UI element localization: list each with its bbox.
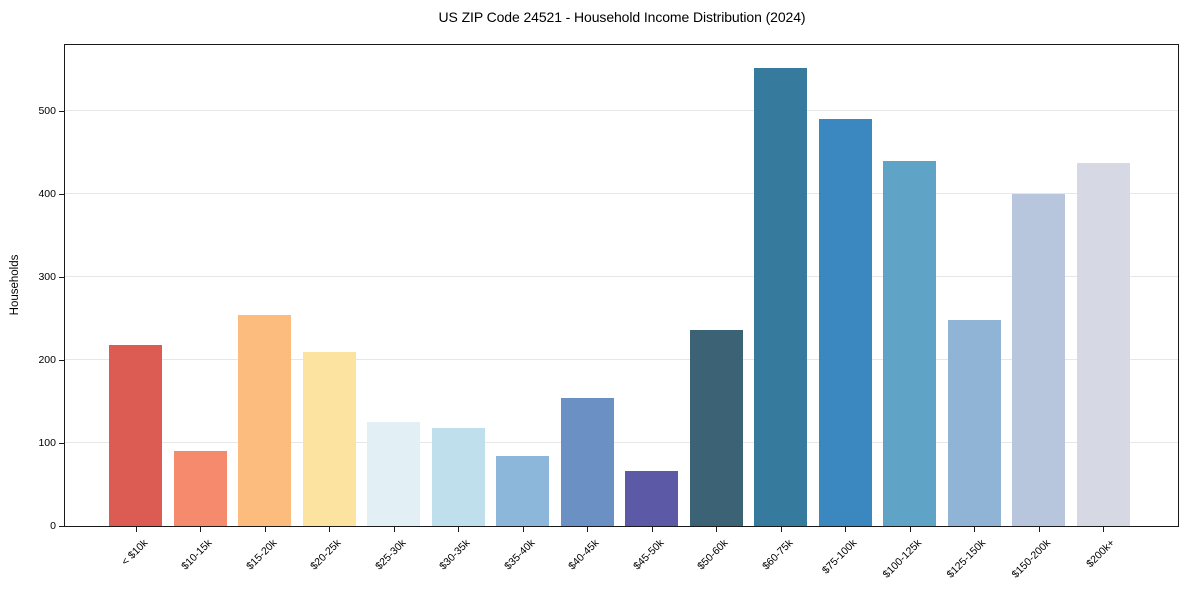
x-tick-mark xyxy=(909,527,911,532)
bar xyxy=(238,315,291,526)
x-tick-mark xyxy=(329,527,330,532)
x-tick-label: $200k+ xyxy=(1084,537,1118,571)
bar xyxy=(754,68,807,526)
gridline xyxy=(65,359,1178,361)
y-tick-label: 500 xyxy=(38,105,56,118)
y-tick-label: 300 xyxy=(38,271,56,284)
bar xyxy=(560,398,614,526)
y-tick-label: 200 xyxy=(38,354,56,367)
x-tick-label: $30-35k xyxy=(437,537,473,573)
bar xyxy=(1012,194,1065,526)
x-tick-label: $100-125k xyxy=(880,537,924,581)
bar xyxy=(947,319,1001,526)
gridline xyxy=(65,193,1178,195)
x-tick-mark xyxy=(845,527,846,532)
x-tick-label: $75-100k xyxy=(820,537,860,577)
x-tick-mark xyxy=(1103,527,1104,532)
bar xyxy=(302,351,356,526)
x-tick-mark xyxy=(393,527,395,532)
bar xyxy=(1076,162,1130,526)
x-tick-label: $60-75k xyxy=(759,537,795,573)
x-tick-mark xyxy=(522,527,524,532)
bar xyxy=(367,422,420,526)
bar xyxy=(883,161,936,526)
y-tick-mark xyxy=(59,277,64,279)
y-tick-mark xyxy=(59,194,64,196)
bar xyxy=(496,455,549,526)
y-tick-label: 100 xyxy=(38,437,56,450)
gridline xyxy=(65,442,1178,444)
gridline xyxy=(65,110,1178,112)
x-tick-label: $25-30k xyxy=(372,537,408,573)
y-tick-label: 400 xyxy=(38,188,56,201)
y-tick-mark xyxy=(59,526,64,527)
x-tick-mark xyxy=(587,527,588,532)
y-tick-label: 0 xyxy=(50,520,56,532)
x-tick-mark xyxy=(200,527,201,532)
bar xyxy=(431,428,485,526)
x-tick-label: $50-60k xyxy=(695,537,731,573)
x-tick-mark xyxy=(651,527,653,532)
x-tick-mark xyxy=(264,527,266,532)
y-tick-mark xyxy=(59,111,64,113)
gridline xyxy=(65,276,1178,278)
x-tick-label: $20-25k xyxy=(308,537,344,573)
bar xyxy=(818,118,872,526)
chart-title: US ZIP Code 24521 - Household Income Dis… xyxy=(438,9,806,25)
bar xyxy=(109,345,162,526)
x-tick-mark xyxy=(780,527,782,532)
x-tick-mark xyxy=(716,527,717,532)
x-tick-mark xyxy=(135,527,137,532)
x-tick-label: < $10k xyxy=(118,537,150,568)
y-tick-mark xyxy=(59,360,64,362)
x-tick-label: $10-15k xyxy=(179,537,215,573)
plot-area xyxy=(64,44,1179,527)
x-tick-label: $150-200k xyxy=(1009,537,1053,581)
x-tick-label: $45-50k xyxy=(630,537,666,573)
x-tick-mark xyxy=(1038,527,1040,532)
x-tick-label: $40-45k xyxy=(566,537,602,573)
x-tick-label: $35-40k xyxy=(501,537,537,573)
bar xyxy=(689,330,743,526)
y-tick-mark xyxy=(59,443,64,445)
y-axis-label: Households xyxy=(9,254,21,316)
x-tick-mark xyxy=(458,527,459,532)
bar xyxy=(625,471,678,526)
x-tick-mark xyxy=(974,527,975,532)
x-tick-label: $15-20k xyxy=(243,537,279,573)
bar xyxy=(173,450,227,526)
x-tick-label: $125-150k xyxy=(944,537,989,581)
